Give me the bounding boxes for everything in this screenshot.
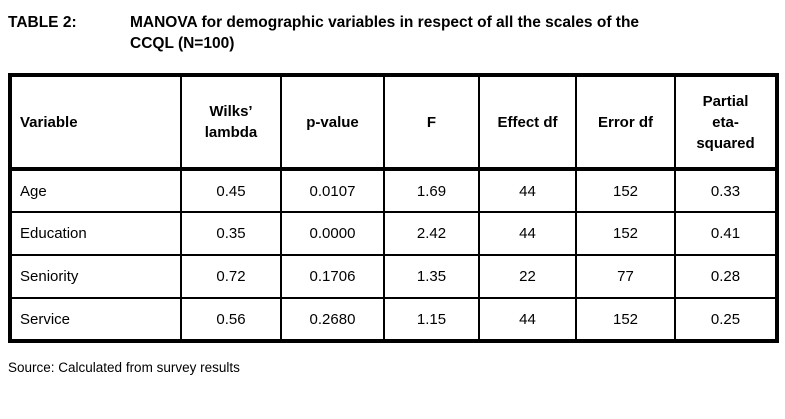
cell-f: 2.42	[383, 211, 480, 256]
cell-partial-eta-squared: 0.41	[674, 211, 778, 256]
table-row-age: Age 0.45 0.0107 1.69 44 152 0.33	[9, 168, 778, 213]
table-header-row: Variable Wilks’ lambda p-value F Effect df Er…	[9, 74, 778, 171]
row-label: Service	[9, 297, 182, 342]
cell-p-value: 0.1706	[280, 254, 385, 299]
cell-effect-df: 44	[478, 168, 577, 213]
cell-effect-df: 44	[478, 297, 577, 342]
row-label: Age	[9, 168, 182, 213]
cell-error-df: 152	[575, 211, 676, 256]
cell-error-df: 152	[575, 168, 676, 213]
column-header-p-value: p-value	[280, 74, 385, 171]
cell-f: 1.35	[383, 254, 480, 299]
cell-f: 1.69	[383, 168, 480, 213]
cell-effect-df: 22	[478, 254, 577, 299]
row-label: Seniority	[9, 254, 182, 299]
table-header: Variable Wilks’ lambda p-value F Effect df Er…	[9, 74, 778, 171]
table-caption-text: MANOVA for demographic variables in resp…	[130, 12, 775, 54]
manova-table: Variable Wilks’ lambda p-value F Effect df Er…	[8, 73, 779, 343]
table-row-seniority: Seniority 0.72 0.1706 1.35 22 77 0.28	[9, 254, 778, 299]
cell-f: 1.15	[383, 297, 480, 342]
row-label: Education	[9, 211, 182, 256]
table-caption-label: TABLE 2:	[8, 14, 77, 31]
cell-p-value: 0.2680	[280, 297, 385, 342]
cell-partial-eta-squared: 0.25	[674, 297, 778, 342]
cell-error-df: 77	[575, 254, 676, 299]
column-header-variable: Variable	[9, 74, 182, 171]
table-row-education: Education 0.35 0.0000 2.42 44 152 0.41	[9, 211, 778, 256]
source-note: Source: Calculated from survey results	[8, 360, 240, 375]
cell-wilks-lambda: 0.45	[180, 168, 282, 213]
column-header-wilks-lambda: Wilks’ lambda	[180, 74, 282, 171]
cell-partial-eta-squared: 0.33	[674, 168, 778, 213]
column-header-error-df: Error df	[575, 74, 676, 171]
table-caption-line1: MANOVA for demographic variables in resp…	[130, 14, 640, 31]
table-caption-line2: CCQL (N=100)	[130, 35, 235, 52]
cell-partial-eta-squared: 0.28	[674, 254, 778, 299]
cell-wilks-lambda: 0.72	[180, 254, 282, 299]
cell-error-df: 152	[575, 297, 676, 342]
cell-p-value: 0.0000	[280, 211, 385, 256]
column-header-f: F	[383, 74, 480, 171]
cell-wilks-lambda: 0.56	[180, 297, 282, 342]
cell-effect-df: 44	[478, 211, 577, 256]
column-header-effect-df: Effect df	[478, 74, 577, 171]
cell-wilks-lambda: 0.35	[180, 211, 282, 256]
table-row-service: Service 0.56 0.2680 1.15 44 152 0.25	[9, 297, 778, 342]
table-caption: TABLE 2: MANOVA for demographic variable…	[8, 12, 775, 54]
column-header-partial-eta-squared: Partial eta- squared	[674, 74, 778, 171]
table-body: Age 0.45 0.0107 1.69 44 152 0.33 Education 0.35 0…	[9, 168, 778, 342]
cell-p-value: 0.0107	[280, 168, 385, 213]
